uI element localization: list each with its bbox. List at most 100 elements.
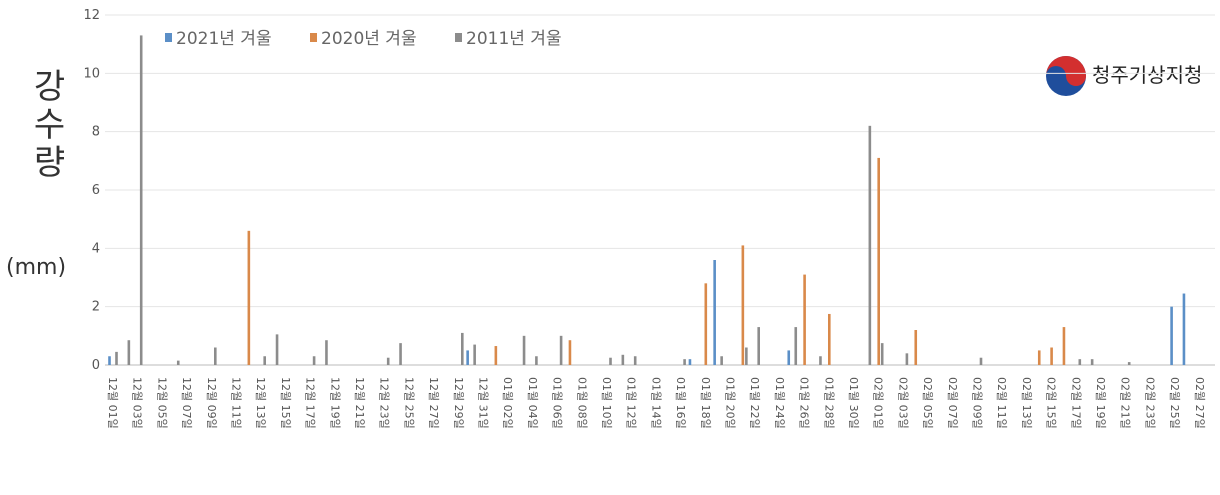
bar [1182, 293, 1186, 365]
bar [880, 343, 884, 365]
x-tick-label: 01월 18일 [699, 377, 713, 429]
bar [914, 330, 918, 365]
y-axis-unit: (mm) [6, 255, 67, 280]
bar [704, 283, 708, 365]
x-tick-label: 12월 03일 [131, 377, 145, 429]
x-tick-label: 02월 27일 [1193, 377, 1207, 429]
bar [115, 351, 118, 365]
x-tick-label: 12월 01일 [106, 377, 120, 429]
bar [1090, 359, 1094, 365]
bar [139, 35, 143, 366]
x-tick-label: 02월 17일 [1069, 377, 1083, 429]
x-tick-label: 02월 15일 [1045, 377, 1059, 429]
x-tick-label: 01월 20일 [724, 377, 738, 429]
legend-label: 2020년 겨울 [321, 29, 417, 49]
x-tick-label: 02월 23일 [1143, 377, 1157, 429]
bar [559, 335, 563, 365]
x-tick-label: 02월 13일 [1020, 377, 1034, 429]
bar [720, 356, 723, 365]
x-tick-label: 12월 25일 [402, 377, 416, 429]
bar [757, 327, 760, 365]
bar [325, 340, 328, 365]
bar [1037, 350, 1041, 365]
x-tick-label: 02월 03일 [896, 377, 910, 429]
bar [1062, 327, 1066, 365]
bar [473, 344, 476, 365]
bar [312, 356, 316, 365]
bar [176, 360, 180, 365]
bar [794, 327, 798, 365]
x-tick-label: 02월 05일 [921, 377, 935, 429]
bar [787, 350, 791, 365]
bar [535, 356, 538, 365]
y-tick-label: 8 [92, 125, 100, 140]
bar [214, 347, 217, 365]
y-tick-label: 6 [92, 183, 100, 198]
bar [263, 356, 266, 365]
x-tick-label: 01월 12일 [625, 377, 639, 429]
logo-text: 청주기상지청 [1092, 63, 1202, 87]
bar [247, 230, 251, 365]
x-tick-label: 12월 19일 [328, 377, 342, 429]
x-tick-label: 12월 15일 [279, 377, 293, 429]
x-tick-label: 02월 07일 [946, 377, 960, 429]
bar [868, 125, 872, 365]
bar [494, 346, 498, 365]
x-tick-label: 12월 27일 [427, 377, 441, 429]
x-tick-label: 12월 07일 [180, 377, 194, 429]
bar [466, 350, 469, 365]
bar [1170, 306, 1173, 365]
bar [979, 357, 983, 365]
x-tick-label: 02월 11일 [995, 377, 1009, 429]
x-tick-label: 12월 21일 [353, 377, 367, 429]
bar [399, 343, 402, 365]
bar [621, 354, 625, 365]
x-tick-label: 02월 19일 [1094, 377, 1108, 429]
x-tick-label: 12월 09일 [205, 377, 219, 429]
y-tick-label: 12 [83, 8, 100, 23]
x-tick-label: 01월 14일 [649, 377, 663, 429]
bar [828, 313, 831, 365]
x-tick-label: 12월 23일 [378, 377, 392, 429]
bar [803, 274, 806, 365]
bar [1050, 347, 1053, 365]
bar [745, 347, 748, 365]
x-tick-label: 01월 26일 [798, 377, 812, 429]
x-tick-label: 01월 06일 [551, 377, 565, 429]
x-tick-label: 12월 17일 [304, 377, 318, 429]
legend-swatch [455, 33, 462, 42]
x-tick-label: 01월 10일 [600, 377, 614, 429]
bar [609, 357, 612, 365]
x-tick-label: 01월 30일 [847, 377, 861, 429]
bar [877, 157, 880, 365]
legend-label: 2021년 겨울 [176, 29, 272, 49]
bar [819, 356, 822, 365]
x-tick-label: 12월 31일 [477, 377, 491, 429]
x-tick-label: 01월 16일 [674, 377, 688, 429]
x-tick-label: 12월 13일 [254, 377, 268, 429]
bar [461, 332, 464, 365]
x-tick-label: 02월 01일 [872, 377, 886, 429]
x-tick-label: 01월 22일 [748, 377, 762, 429]
x-tick-label: 02월 21일 [1119, 377, 1133, 429]
bar [108, 356, 111, 365]
legend-swatch [165, 33, 172, 42]
bar [275, 334, 279, 365]
logo-mark [1046, 56, 1086, 96]
bar [127, 340, 131, 365]
bar [688, 359, 692, 365]
bar [568, 340, 572, 365]
x-tick-label: 01월 28일 [822, 377, 836, 429]
bar [683, 359, 686, 365]
x-tick-label: 12월 11일 [230, 377, 244, 429]
bar [905, 353, 909, 365]
x-tick-label: 01월 04일 [526, 377, 540, 429]
bar [1127, 362, 1131, 365]
legend-swatch [310, 33, 317, 42]
bar [713, 260, 716, 365]
y-axis-label: 강수량 [26, 68, 66, 182]
y-tick-label: 10 [83, 66, 100, 81]
bar [522, 335, 526, 365]
x-tick-label: 12월 29일 [452, 377, 466, 429]
